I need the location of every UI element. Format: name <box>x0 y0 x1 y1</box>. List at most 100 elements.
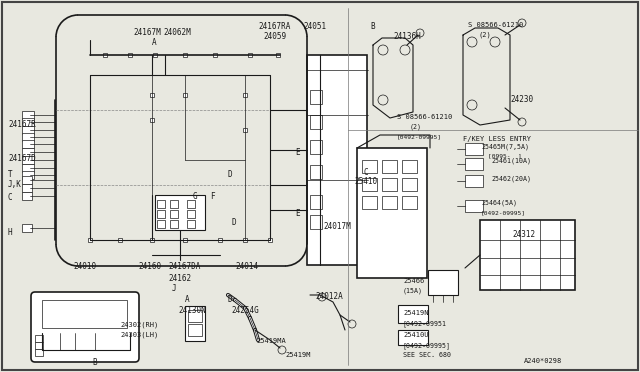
Bar <box>398 330 428 345</box>
Bar <box>465 200 483 212</box>
Bar <box>310 195 322 209</box>
Bar <box>185 306 205 341</box>
Text: C: C <box>363 168 367 177</box>
Bar <box>243 238 247 242</box>
Text: J: J <box>172 284 177 293</box>
Text: [0492-09995]: [0492-09995] <box>397 134 442 139</box>
Bar <box>382 160 397 173</box>
Text: J,K: J,K <box>8 180 22 189</box>
Bar <box>276 53 280 57</box>
Text: E: E <box>295 148 300 157</box>
Text: [0995-  ]: [0995- ] <box>488 153 522 158</box>
Text: [0492-09995]: [0492-09995] <box>481 210 526 215</box>
Bar <box>310 215 322 229</box>
Text: 24162: 24162 <box>168 274 191 283</box>
Text: E: E <box>295 209 300 218</box>
Bar <box>213 53 217 57</box>
Bar <box>465 143 483 155</box>
Bar <box>150 93 154 97</box>
Bar <box>307 55 367 265</box>
Bar <box>187 200 195 208</box>
Text: F: F <box>210 192 214 201</box>
Text: D: D <box>228 295 232 304</box>
Bar <box>22 224 32 232</box>
Bar <box>188 324 202 336</box>
Bar <box>42 300 127 328</box>
Bar <box>310 140 322 154</box>
Bar <box>103 53 107 57</box>
Bar <box>22 126 34 134</box>
Text: 25419MA: 25419MA <box>256 338 285 344</box>
Bar <box>150 118 154 122</box>
Text: 25465M(7,5A): 25465M(7,5A) <box>481 143 529 150</box>
Bar <box>428 270 458 295</box>
Bar <box>170 210 178 218</box>
Bar <box>153 53 157 57</box>
Bar <box>398 305 428 323</box>
Text: 24312: 24312 <box>512 230 535 239</box>
Bar <box>402 196 417 209</box>
Bar <box>88 238 92 242</box>
Bar <box>22 148 34 156</box>
Text: 24017M: 24017M <box>323 222 351 231</box>
Text: A: A <box>185 295 189 304</box>
Bar <box>170 220 178 228</box>
Bar <box>268 238 272 242</box>
Text: 25410: 25410 <box>354 177 377 186</box>
Bar <box>310 90 322 104</box>
Text: A240*0298: A240*0298 <box>524 358 563 364</box>
Text: 24014: 24014 <box>235 262 258 271</box>
Bar <box>402 160 417 173</box>
Text: 25461(10A): 25461(10A) <box>491 158 531 164</box>
Text: 24167R: 24167R <box>8 120 36 129</box>
Text: 24062M: 24062M <box>163 28 191 37</box>
Text: 24254G: 24254G <box>231 306 259 315</box>
Text: 24136H: 24136H <box>393 32 420 41</box>
Text: 24302(RH): 24302(RH) <box>120 322 158 328</box>
Text: 24167RA: 24167RA <box>258 22 291 31</box>
FancyBboxPatch shape <box>31 292 139 362</box>
Bar <box>243 93 247 97</box>
Text: B: B <box>92 358 97 367</box>
Text: 24303(LH): 24303(LH) <box>120 332 158 339</box>
Bar <box>382 178 397 191</box>
Bar <box>170 200 178 208</box>
Text: 25419M: 25419M <box>285 352 310 358</box>
Bar <box>150 238 154 242</box>
Text: 24167M: 24167M <box>133 28 161 37</box>
Bar <box>157 200 165 208</box>
Text: 25419N: 25419N <box>403 310 429 316</box>
Text: 25410U: 25410U <box>403 332 429 338</box>
Bar <box>22 118 34 126</box>
Bar <box>362 196 377 209</box>
Bar <box>248 53 252 57</box>
Text: 24059: 24059 <box>263 32 286 41</box>
Text: C: C <box>8 193 13 202</box>
Text: 25466: 25466 <box>403 278 424 284</box>
Bar <box>362 160 377 173</box>
Bar <box>35 335 43 342</box>
Text: (2): (2) <box>478 31 491 38</box>
Text: 24010: 24010 <box>73 262 96 271</box>
Bar <box>382 196 397 209</box>
Bar <box>187 210 195 218</box>
Text: A: A <box>152 38 157 47</box>
Bar <box>243 128 247 132</box>
Bar <box>35 342 43 349</box>
Bar <box>310 165 322 179</box>
Bar <box>465 158 483 170</box>
Text: S 08566-61210: S 08566-61210 <box>468 22 524 28</box>
Bar <box>188 310 202 322</box>
Bar <box>183 238 187 242</box>
Bar <box>157 220 165 228</box>
Text: 24130N: 24130N <box>178 306 205 315</box>
Bar <box>35 349 43 356</box>
Text: D: D <box>231 218 236 227</box>
Bar <box>22 176 32 184</box>
Bar <box>157 210 165 218</box>
Bar <box>183 93 187 97</box>
Bar <box>362 178 377 191</box>
Text: H: H <box>8 228 13 237</box>
Text: 25464(5A): 25464(5A) <box>481 200 517 206</box>
Bar <box>22 140 34 148</box>
